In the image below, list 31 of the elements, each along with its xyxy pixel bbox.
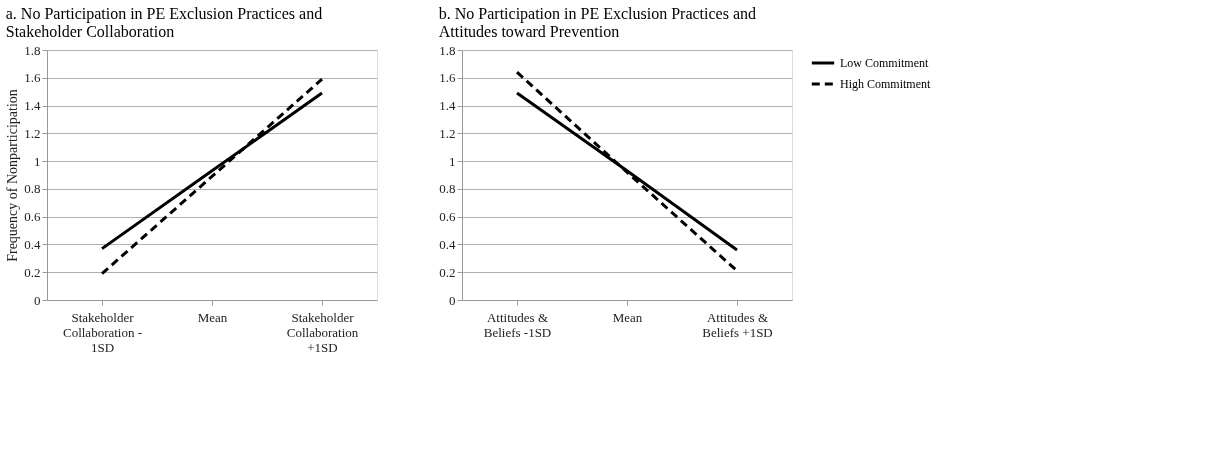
y-axis-title: Frequency of Nonparticipation: [5, 89, 21, 262]
y-tick-label: 1.6: [439, 70, 456, 86]
y-tick-label: 0: [449, 292, 456, 308]
x-tick-label: Mean: [197, 309, 228, 325]
chart-title: b. No Participation in PE Exclusion Practices and Attitudes toward Prevention: [438, 5, 757, 40]
y-tick-label: 0.2: [439, 264, 456, 280]
x-tick-label: Attitudes & Beliefs +1SD: [702, 309, 773, 340]
y-tick-label: 1: [449, 153, 456, 169]
y-tick-label: 0.2: [24, 264, 41, 280]
y-tick-label: 1.8: [24, 42, 41, 58]
x-tick-label: Mean: [612, 309, 643, 325]
y-tick-label: 0.6: [439, 209, 456, 225]
y-tick-label: 0.8: [439, 181, 456, 197]
y-tick-label: 0.8: [24, 181, 41, 197]
y-tick-label: 0.4: [24, 236, 41, 252]
chart-title: a. No Participation in PE Exclusion Practices and Stakeholder Collaboration: [5, 5, 323, 40]
legend-label: High Commitment: [840, 77, 931, 91]
y-tick-label: 0: [34, 292, 41, 308]
y-tick-label: 1.4: [439, 98, 456, 114]
x-tick-label: Attitudes & Beliefs -1SD: [483, 309, 552, 340]
y-tick-label: 1.4: [24, 98, 41, 114]
y-tick-label: 1: [34, 153, 41, 169]
y-tick-label: 1.2: [439, 125, 456, 141]
y-tick-label: 0.4: [439, 236, 456, 252]
legend-label: Low Commitment: [840, 56, 929, 70]
y-tick-label: 1.2: [24, 125, 41, 141]
x-tick-label: Stakeholder Collaboration - 1SD: [62, 309, 143, 355]
y-tick-label: 0.6: [24, 209, 41, 225]
x-tick-label: Stakeholder Collaboration +1SD: [286, 309, 359, 355]
y-tick-label: 1.6: [24, 70, 41, 86]
y-tick-label: 1.8: [439, 42, 456, 58]
